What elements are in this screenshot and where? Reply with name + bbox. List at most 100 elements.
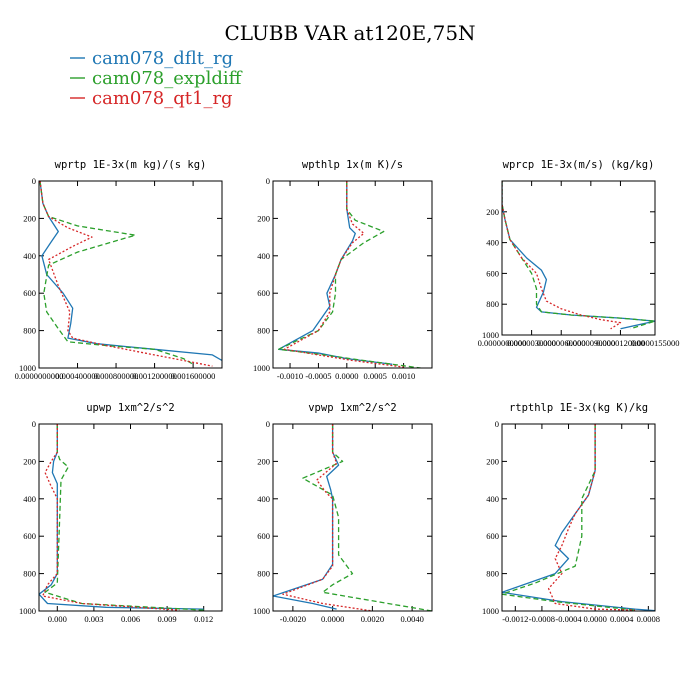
x-tick-label: 0.0000155000 <box>631 338 680 348</box>
plot-frame <box>501 180 656 336</box>
y-tick-label: 800 <box>486 569 499 579</box>
series-line-cam078_expldiff <box>502 181 655 330</box>
series-line-cam078_expldiff <box>278 181 421 368</box>
y-tick-label: 600 <box>486 268 499 278</box>
y-tick-label: 800 <box>23 569 36 579</box>
y-tick-label: 600 <box>486 531 499 541</box>
y-tick-label: 200 <box>486 456 499 466</box>
y-tick-label: 0 <box>495 419 499 429</box>
x-tick-label: 0.0000030000 <box>507 338 556 348</box>
series-line-cam078_qt1_rg <box>283 181 404 368</box>
legend-label-0: cam078_dflt_rg <box>92 48 233 69</box>
x-tick-label: 0.0005 <box>364 371 387 381</box>
series-group <box>39 181 222 367</box>
series-line-cam078_expldiff <box>44 424 204 611</box>
x-tick-label: 0.0010 <box>392 371 415 381</box>
x-tick-label: 0.0000120000 <box>596 338 645 348</box>
y-tick-label: 400 <box>257 494 270 504</box>
legend: cam078_dflt_rg cam078_expldiff cam078_qt… <box>70 48 243 109</box>
y-tick-label: 1000 <box>253 363 270 373</box>
x-tick-label: 0.0020 <box>361 614 384 624</box>
y-tick-label: 800 <box>257 326 270 336</box>
x-tick-label: -0.0008 <box>529 614 555 624</box>
x-tick-label: 0.0004 <box>610 614 634 624</box>
y-tick-label: 200 <box>486 207 499 217</box>
x-tick-label: 0.000 <box>48 614 67 624</box>
x-tick-label: -0.0004 <box>555 614 582 624</box>
x-tick-label: 0.0000000000 <box>15 371 64 381</box>
x-tick-label: 0.0008 <box>637 614 660 624</box>
x-tick-label: 0.0000000000 <box>478 338 527 348</box>
plot-frame <box>272 180 433 369</box>
y-tick-label: 200 <box>23 456 36 466</box>
plot-frame <box>38 180 223 369</box>
y-tick-label: 1000 <box>253 606 270 616</box>
y-tick-label: 400 <box>486 238 499 248</box>
y-tick-label: 0 <box>266 419 270 429</box>
panel-title: upwp 1xm^2/s^2 <box>86 402 175 414</box>
y-tick-label: 800 <box>23 326 36 336</box>
series-line-cam078_dflt_rg <box>502 424 655 611</box>
series-line-cam078_expldiff <box>302 424 432 611</box>
series-group <box>278 181 421 368</box>
x-tick-label: 0.000400000 <box>55 371 100 381</box>
series-line-cam078_dflt_rg <box>39 181 222 362</box>
y-tick-label: 1000 <box>19 606 36 616</box>
series-line-cam078_qt1_rg <box>39 181 213 367</box>
y-tick-label: 400 <box>486 494 499 504</box>
y-tick-label: 600 <box>23 288 36 298</box>
y-tick-label: 800 <box>486 299 499 309</box>
series-line-cam078_qt1_rg <box>42 424 180 611</box>
chart-panel-2: wprcp 1E-3x(m/s) (kg/kg) 200 400 600 800 1000… <box>478 159 680 348</box>
x-tick-label: 0.003 <box>84 614 103 624</box>
chart-panel-5: rtpthlp 1E-3x(kg K)/kg02004006008001000-… <box>482 402 660 624</box>
series-line-cam078_dflt_rg <box>273 424 340 610</box>
x-tick-label: -0.0005 <box>305 371 331 381</box>
series-line-cam078_dflt_rg <box>278 181 393 365</box>
series-line-cam078_qt1_rg <box>282 424 373 611</box>
plot-frame <box>38 423 223 612</box>
series-line-cam078_dflt_rg <box>39 424 204 610</box>
x-tick-label: 0.0040 <box>400 614 423 624</box>
x-tick-label: 0.012 <box>194 614 213 624</box>
series-line-cam078_expldiff <box>502 424 636 611</box>
panel-title: rtpthlp 1E-3x(kg K)/kg <box>509 402 648 414</box>
x-tick-label: -0.0012 <box>502 614 528 624</box>
y-tick-label: 800 <box>257 569 270 579</box>
y-tick-label: 400 <box>23 494 36 504</box>
y-tick-label: 400 <box>23 251 36 261</box>
legend-label-1: cam078_expldiff <box>92 68 243 89</box>
panel-title: vpwp 1xm^2/s^2 <box>308 402 397 414</box>
panel-title: wpthlp 1x(m K)/s <box>302 159 403 171</box>
y-tick-label: 0 <box>32 176 36 186</box>
figure-title: CLUBB VAR at120E,75N <box>224 21 475 45</box>
series-group <box>273 424 432 611</box>
x-tick-label: 0.006 <box>121 614 140 624</box>
x-tick-label: 0.0000 <box>321 614 344 624</box>
plot-frame <box>501 423 656 612</box>
series-line-cam078_qt1_rg <box>547 424 636 611</box>
x-tick-label: 0.001200000 <box>132 371 177 381</box>
series-group <box>502 181 655 330</box>
x-tick-label: 0.0000090000 <box>566 338 615 348</box>
y-tick-label: 400 <box>257 251 270 261</box>
legend-label-2: cam078_qt1_rg <box>92 88 233 109</box>
y-tick-label: 1000 <box>19 363 36 373</box>
panel-title: wprtp 1E-3x(m kg)/(s kg) <box>55 159 207 171</box>
series-line-cam078_dflt_rg <box>502 181 655 330</box>
chart-panel-3: upwp 1xm^2/s^2 0 200 400 600 800 1000 0.000 0.00… <box>19 402 223 624</box>
x-tick-label: 0.001600000 <box>171 371 216 381</box>
y-tick-label: 200 <box>23 213 36 223</box>
x-tick-label: 0.0000 <box>583 614 606 624</box>
chart-panel-0: wprtp 1E-3x(m kg)/(s kg) 0 200 400 600 800 100… <box>15 159 223 381</box>
y-tick-label: 600 <box>257 288 270 298</box>
series-group <box>39 424 204 611</box>
x-tick-label: 0.0000 <box>335 371 358 381</box>
y-tick-label: 0 <box>266 176 270 186</box>
chart-panel-4: vpwp 1xm^2/s^2 0 200 400 600 800 1000 -0.0020 0.… <box>253 402 433 624</box>
series-line-cam078_expldiff <box>39 181 194 365</box>
plot-frame <box>272 423 433 612</box>
y-tick-label: 200 <box>257 213 270 223</box>
y-tick-label: 0 <box>32 419 36 429</box>
